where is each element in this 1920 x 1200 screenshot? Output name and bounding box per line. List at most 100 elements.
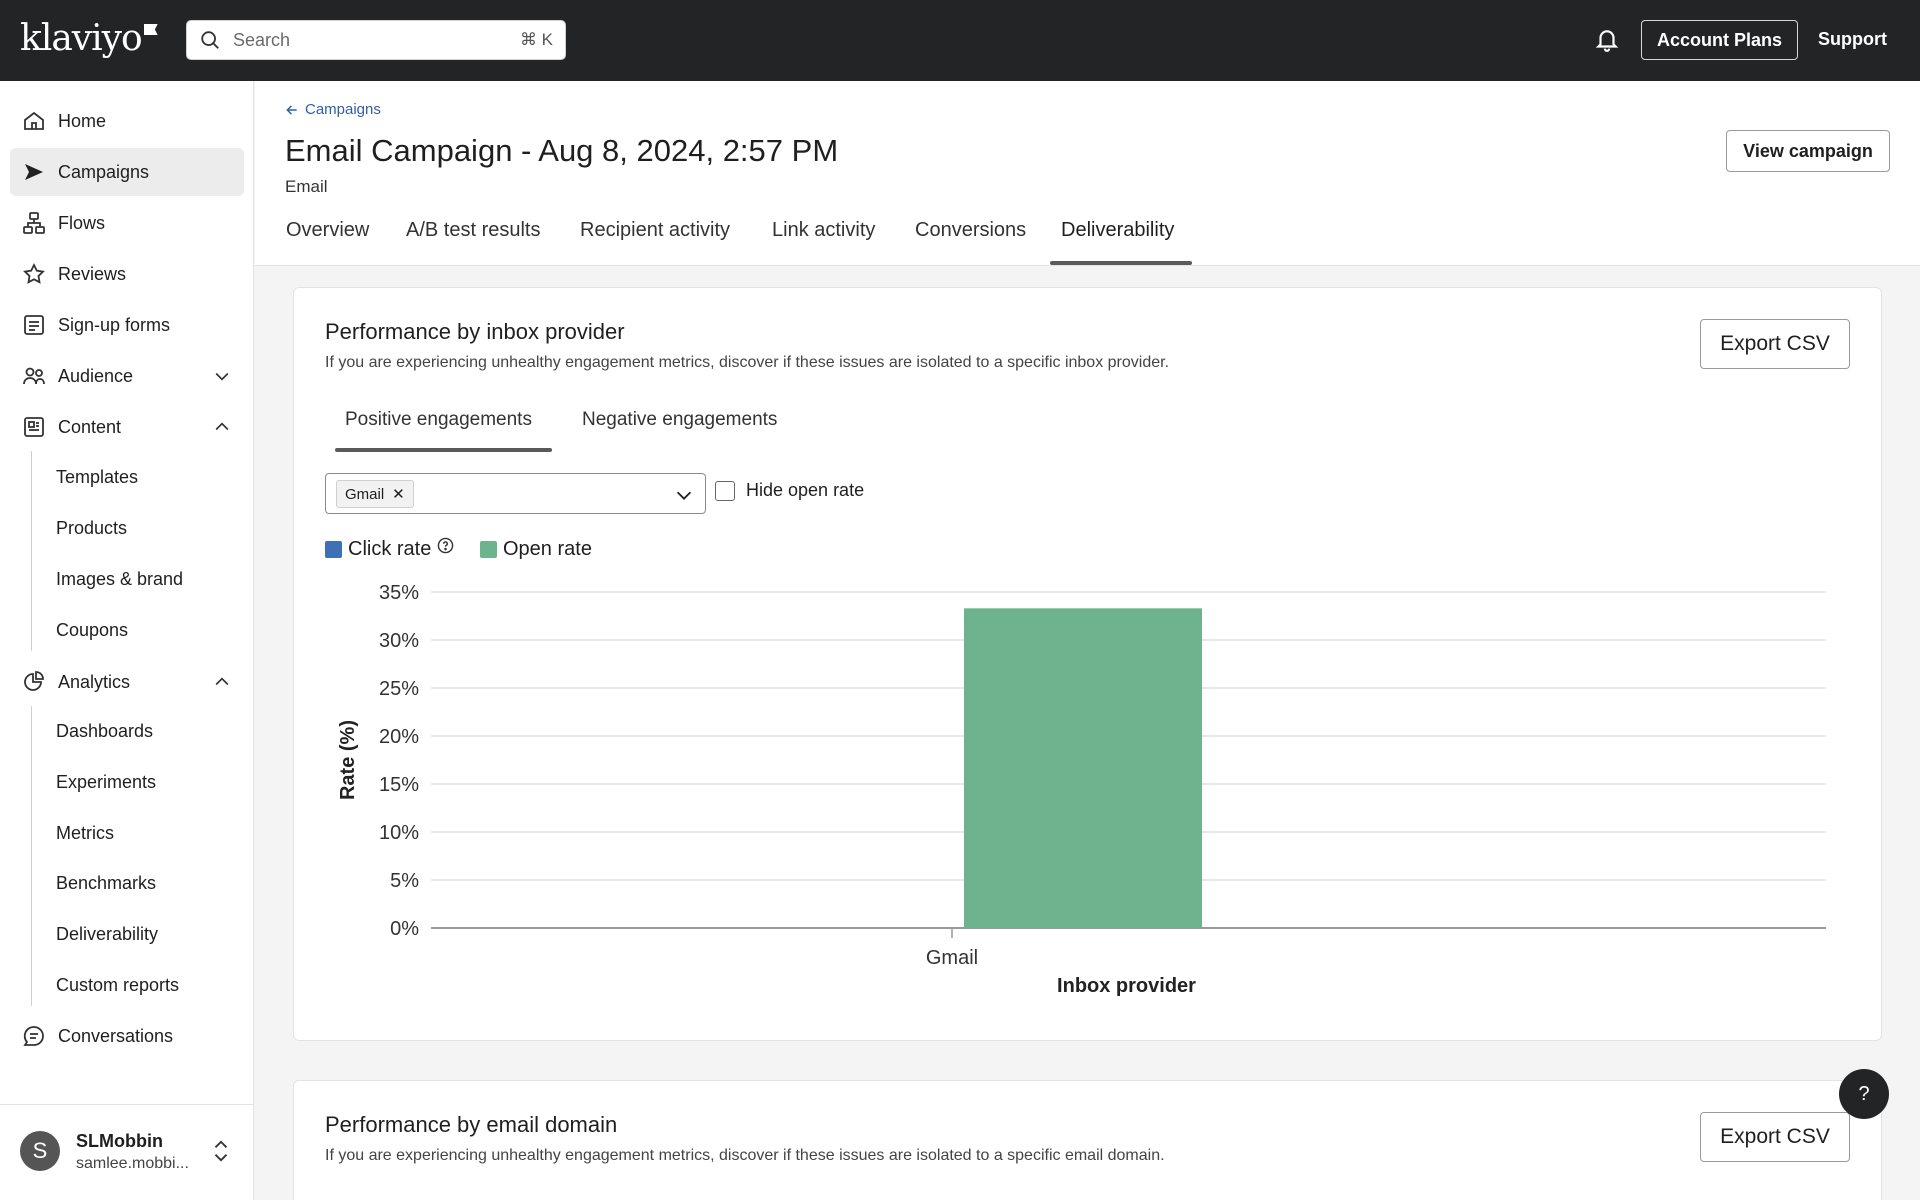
sidebar-subitem-deliverability[interactable]: Deliverability: [56, 924, 159, 944]
card-description: If you are experiencing unhealthy engage…: [325, 354, 1170, 371]
sidebar-subitem-coupons[interactable]: Coupons: [56, 620, 129, 640]
sidebar-item-content[interactable]: Content: [10, 403, 244, 451]
chevron-down-icon[interactable]: [673, 484, 695, 506]
sidebar-item-flows[interactable]: Flows: [10, 199, 244, 247]
help-button[interactable]: ?: [1839, 1069, 1889, 1119]
form-icon: [22, 313, 46, 337]
email-domain-card: Performance by email domain If you are e…: [293, 1080, 1882, 1200]
sidebar-item-conversations[interactable]: Conversations: [10, 1012, 244, 1060]
y-tick-label: 5%: [390, 870, 419, 892]
klaviyo-logo[interactable]: klaviyo: [20, 18, 158, 59]
hide-open-rate-label[interactable]: Hide open rate: [746, 480, 865, 500]
chevron-up-down-icon[interactable]: [210, 1138, 232, 1164]
y-tick-label: 15%: [379, 774, 419, 796]
user-name: SLMobbin: [76, 1131, 163, 1151]
sidebar-item-campaigns[interactable]: Campaigns: [10, 148, 244, 196]
sidebar-item-label: Audience: [58, 365, 134, 386]
breadcrumb-campaigns-link[interactable]: Campaigns: [305, 101, 381, 118]
card-description: If you are experiencing unhealthy engage…: [325, 1147, 1165, 1164]
analytics-subnav-line: [31, 706, 32, 1006]
sidebar-item-label: Sign-up forms: [58, 314, 171, 335]
page-title: Email Campaign - Aug 8, 2024, 2:57 PM: [285, 133, 839, 168]
flows-icon: [22, 211, 46, 235]
audience-icon: [22, 364, 46, 388]
sidebar-subitem-metrics[interactable]: Metrics: [56, 823, 114, 843]
inbox-provider-chart: 0% 5% 10% 15% 20% 25% 30% 35% Gmail Inbox provide…: [337, 582, 1826, 997]
y-tick-label: 0%: [390, 918, 419, 940]
help-circle-icon[interactable]: [437, 537, 454, 554]
sidebar-item-label: Reviews: [58, 263, 127, 284]
top-bar: klaviyo Search ⌘ K Account Plans Support: [0, 0, 1920, 81]
y-tick-label: 25%: [379, 678, 419, 700]
tab-recipient-activity[interactable]: Recipient activity: [580, 219, 731, 241]
tab-conversions[interactable]: Conversions: [915, 219, 1027, 241]
legend-open-rate[interactable]: Open rate: [480, 538, 592, 561]
selected-chip-gmail: Gmail ✕: [336, 480, 414, 508]
legend-label: Open rate: [503, 538, 592, 560]
search-placeholder: Search: [233, 29, 291, 50]
y-tick-label: 10%: [379, 822, 419, 844]
sidebar-item-audience[interactable]: Audience: [10, 352, 244, 400]
sidebar-item-label: Content: [58, 416, 122, 437]
campaign-icon: [22, 160, 46, 184]
user-email: samlee.mobbi...: [76, 1155, 189, 1172]
search-icon: [201, 31, 219, 49]
sidebar-item-analytics[interactable]: Analytics: [10, 658, 244, 706]
sidebar: Home Campaigns Flows Reviews Sign-up for…: [0, 81, 254, 1200]
sidebar-item-label: Conversations: [58, 1025, 174, 1046]
chevron-up-icon[interactable]: [212, 672, 232, 692]
chevron-down-icon[interactable]: [212, 366, 232, 386]
bar-open-rate: [964, 608, 1202, 928]
home-icon: [22, 109, 46, 133]
page-subtitle: Email: [285, 177, 328, 196]
subtab-negative-engagements[interactable]: Negative engagements: [582, 409, 778, 430]
page-header: Campaigns Email Campaign - Aug 8, 2024, …: [255, 81, 1920, 266]
chip-remove-icon[interactable]: ✕: [392, 486, 405, 503]
sidebar-subitem-custom-reports[interactable]: Custom reports: [56, 975, 180, 995]
logo-text: klaviyo: [20, 18, 143, 59]
tab-link-activity[interactable]: Link activity: [772, 219, 876, 241]
sidebar-item-signup-forms[interactable]: Sign-up forms: [10, 301, 244, 349]
content-subnav-line: [31, 451, 32, 651]
legend-click-rate[interactable]: Click rate: [325, 537, 454, 561]
star-icon: [22, 262, 46, 286]
sidebar-subitem-images-brand[interactable]: Images & brand: [56, 569, 184, 589]
sidebar-subitem-experiments[interactable]: Experiments: [56, 772, 157, 792]
y-tick-label: 35%: [379, 582, 419, 604]
card-title: Performance by email domain: [325, 1112, 618, 1137]
tab-overview[interactable]: Overview: [286, 219, 370, 241]
sidebar-subitem-products[interactable]: Products: [56, 518, 128, 538]
hide-open-rate-checkbox[interactable]: [715, 481, 735, 501]
y-tick-label: 30%: [379, 630, 419, 652]
sidebar-item-label: Home: [58, 110, 107, 131]
legend-swatch: [480, 541, 497, 558]
chevron-up-icon[interactable]: [212, 417, 232, 437]
export-csv-button[interactable]: Export CSV: [1700, 319, 1850, 369]
sidebar-item-home[interactable]: Home: [10, 97, 244, 145]
sidebar-subitem-benchmarks[interactable]: Benchmarks: [56, 873, 157, 893]
tab-ab-test-results[interactable]: A/B test results: [406, 219, 541, 241]
avatar: S: [20, 1131, 60, 1171]
active-tab-indicator: [1050, 261, 1192, 265]
support-link[interactable]: Support: [1818, 29, 1887, 49]
content-icon: [22, 415, 46, 439]
inbox-provider-select[interactable]: Gmail ✕: [325, 473, 706, 514]
sidebar-subitem-templates[interactable]: Templates: [56, 467, 139, 487]
user-menu[interactable]: S SLMobbin samlee.mobbi...: [0, 1104, 254, 1200]
legend-swatch: [325, 541, 342, 558]
sidebar-item-label: Flows: [58, 212, 106, 233]
export-csv-button[interactable]: Export CSV: [1700, 1112, 1850, 1162]
account-plans-button[interactable]: Account Plans: [1641, 20, 1798, 60]
y-axis-label: Rate (%): [337, 720, 359, 800]
sidebar-subitem-dashboards[interactable]: Dashboards: [56, 721, 154, 741]
breadcrumb[interactable]: Campaigns: [285, 101, 381, 118]
card-title: Performance by inbox provider: [325, 319, 625, 344]
view-campaign-button[interactable]: View campaign: [1726, 130, 1890, 172]
notification-bell-icon[interactable]: [1594, 27, 1620, 53]
x-tick-label: Gmail: [926, 947, 978, 969]
search-input[interactable]: Search ⌘ K: [186, 20, 566, 60]
sidebar-item-reviews[interactable]: Reviews: [10, 250, 244, 298]
chip-label: Gmail: [345, 485, 385, 503]
subtab-positive-engagements[interactable]: Positive engagements: [345, 409, 532, 430]
tab-deliverability[interactable]: Deliverability: [1061, 219, 1175, 241]
